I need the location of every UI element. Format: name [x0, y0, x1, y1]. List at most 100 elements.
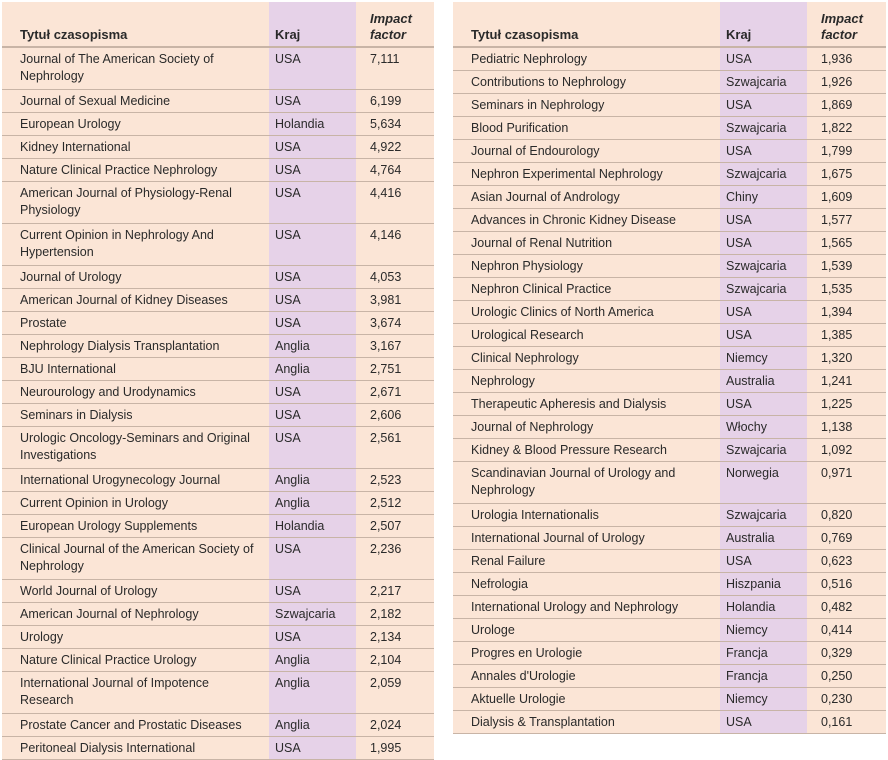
journal-title: Renal Failure [453, 549, 720, 573]
impact-factor-cell: 1,320 [807, 346, 886, 370]
journal-title: Prostate Cancer and Prostatic Diseases [2, 713, 269, 737]
table-row: Kidney & Blood Pressure Research Szwajcar… [453, 438, 886, 462]
impact-factor-cell: 0,769 [807, 526, 886, 550]
journal-title: Kidney & Blood Pressure Research [453, 438, 720, 462]
table-row: International Journal of Impotence Resea… [2, 671, 434, 714]
journal-title: Dialysis & Transplantation [453, 710, 720, 734]
header-impact: Impact factor [807, 2, 886, 48]
journal-title: Current Opinion in Urology [2, 491, 269, 515]
journal-title: American Journal of Physiology-Renal Phy… [2, 181, 269, 224]
table-row: International Journal of Urology Australi… [453, 526, 886, 550]
country-cell: Szwajcaria [720, 116, 807, 140]
impact-factor-cell: 3,167 [356, 334, 434, 358]
impact-factor-cell: 2,512 [356, 491, 434, 515]
table-row: Nephron Experimental Nephrology Szwajcari… [453, 162, 886, 186]
table-row: American Journal of Nephrology Szwajcaria… [2, 602, 434, 626]
journal-title: European Urology Supplements [2, 514, 269, 538]
header-title: Tytuł czasopisma [453, 2, 720, 48]
impact-factor-cell: 2,059 [356, 671, 434, 714]
table-row: Current Opinion in Urology Anglia 2,512 [2, 491, 434, 515]
table-row: World Journal of Urology USA 2,217 [2, 579, 434, 603]
table-row: Urological Research USA 1,385 [453, 323, 886, 347]
journal-title: American Journal of Kidney Diseases [2, 288, 269, 312]
country-cell: USA [720, 323, 807, 347]
country-cell: USA [720, 710, 807, 734]
country-cell: USA [269, 47, 356, 90]
journal-title: BJU International [2, 357, 269, 381]
journal-title: Progres en Urologie [453, 641, 720, 665]
impact-factor-cell: 6,199 [356, 89, 434, 113]
country-cell: USA [269, 288, 356, 312]
country-cell: USA [269, 403, 356, 427]
journal-title: Prostate [2, 311, 269, 335]
journal-title: Nefrologia [453, 572, 720, 596]
journal-title: European Urology [2, 112, 269, 136]
table-row: Current Opinion in Nephrology And Hypert… [2, 223, 434, 266]
country-cell: USA [269, 135, 356, 159]
journals-table-left: Tytuł czasopisma Kraj Impact factor Jour… [2, 2, 434, 760]
impact-factor-cell: 2,217 [356, 579, 434, 603]
header-country: Kraj [269, 2, 356, 48]
country-cell: Chiny [720, 185, 807, 209]
journal-title: Nephron Experimental Nephrology [453, 162, 720, 186]
country-cell: Francja [720, 664, 807, 688]
journal-title: Nature Clinical Practice Nephrology [2, 158, 269, 182]
journal-title: Peritoneal Dialysis International [2, 736, 269, 760]
impact-factor-cell: 1,822 [807, 116, 886, 140]
country-cell: Holandia [269, 514, 356, 538]
table-row: Therapeutic Apheresis and Dialysis USA 1,2… [453, 392, 886, 416]
journal-title: Advances in Chronic Kidney Disease [453, 208, 720, 232]
country-cell: Szwajcaria [720, 70, 807, 94]
country-cell: USA [269, 265, 356, 289]
impact-factor-cell: 1,092 [807, 438, 886, 462]
journal-title: Journal of Nephrology [453, 415, 720, 439]
journal-title: Nephron Physiology [453, 254, 720, 278]
journal-title: Journal of Urology [2, 265, 269, 289]
country-cell: Anglia [269, 491, 356, 515]
impact-factor-cell: 1,799 [807, 139, 886, 163]
journal-title: Journal of The American Society of Nephr… [2, 47, 269, 90]
table-row: Nephron Physiology Szwajcaria 1,539 [453, 254, 886, 278]
impact-factor-cell: 2,104 [356, 648, 434, 672]
journal-title: Seminars in Dialysis [2, 403, 269, 427]
header-row: Tytuł czasopisma Kraj Impact factor [453, 2, 886, 48]
country-cell: USA [720, 392, 807, 416]
journal-title: Urological Research [453, 323, 720, 347]
header-title: Tytuł czasopisma [2, 2, 269, 48]
header-row: Tytuł czasopisma Kraj Impact factor [2, 2, 434, 48]
country-cell: Szwajcaria [720, 254, 807, 278]
country-cell: USA [720, 208, 807, 232]
country-cell: Anglia [269, 357, 356, 381]
impact-factor-cell: 2,751 [356, 357, 434, 381]
table-row: Blood Purification Szwajcaria 1,822 [453, 116, 886, 140]
impact-factor-cell: 1,675 [807, 162, 886, 186]
journal-title: Therapeutic Apheresis and Dialysis [453, 392, 720, 416]
journal-title: Journal of Sexual Medicine [2, 89, 269, 113]
country-cell: Anglia [269, 713, 356, 737]
table-row: Journal of Urology USA 4,053 [2, 265, 434, 289]
table-row: Progres en Urologie Francja 0,329 [453, 641, 886, 665]
country-cell: USA [269, 181, 356, 224]
table-row: Prostate Cancer and Prostatic Diseases An… [2, 713, 434, 737]
impact-factor-cell: 1,926 [807, 70, 886, 94]
country-cell: USA [720, 231, 807, 255]
impact-factor-cell: 7,111 [356, 47, 434, 90]
impact-factor-cell: 1,995 [356, 736, 434, 760]
journal-title: Pediatric Nephrology [453, 47, 720, 71]
country-cell: USA [720, 47, 807, 71]
table-row: Journal of The American Society of Nephr… [2, 47, 434, 90]
impact-factor-cell: 0,230 [807, 687, 886, 711]
impact-factor-cell: 1,394 [807, 300, 886, 324]
table-row: Urologic Oncology-Seminars and Original … [2, 426, 434, 469]
table-row: Scandinavian Journal of Urology and Neph… [453, 461, 886, 504]
country-cell: Norwegia [720, 461, 807, 504]
journal-title: Nephron Clinical Practice [453, 277, 720, 301]
impact-factor-cell: 1,539 [807, 254, 886, 278]
journal-title: Kidney International [2, 135, 269, 159]
impact-factor-cell: 1,609 [807, 185, 886, 209]
journal-title: Urologic Oncology-Seminars and Original … [2, 426, 269, 469]
country-cell: USA [269, 158, 356, 182]
country-cell: USA [269, 89, 356, 113]
journal-title: International Journal of Impotence Resea… [2, 671, 269, 714]
